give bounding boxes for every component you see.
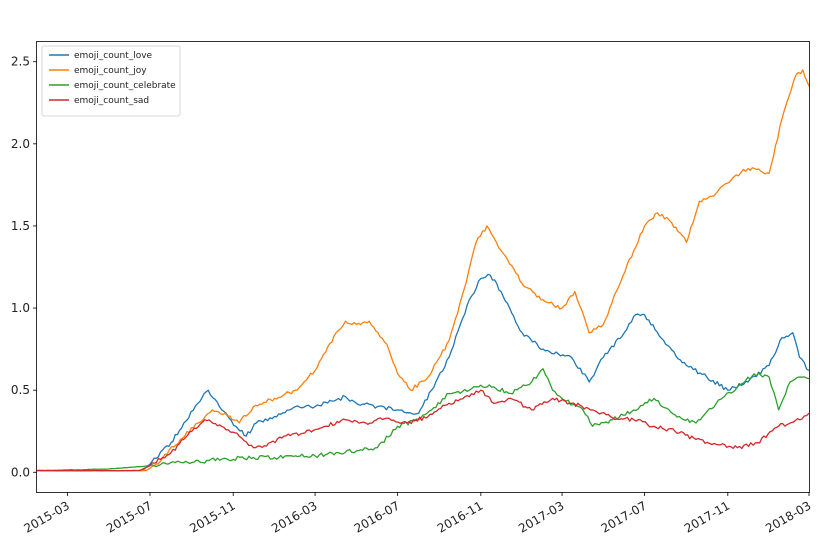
y-tick-label: 2.5	[11, 55, 30, 69]
legend-label: emoji_count_love	[74, 51, 153, 61]
x-tick-label: 2015-11	[187, 498, 237, 535]
y-tick-label: 2.0	[11, 137, 30, 151]
legend-box	[41, 45, 181, 117]
y-tick-label: 0.5	[11, 383, 30, 397]
axes-frame	[36, 41, 810, 493]
x-tick-label: 2015-03	[22, 498, 72, 535]
legend-label: emoji_count_joy	[74, 66, 147, 76]
legend-label: emoji_count_sad	[74, 96, 149, 106]
y-tick-label: 0.0	[11, 465, 30, 479]
x-tick-label: 2016-03	[269, 498, 319, 535]
series-line-emoji-count-love	[36, 273, 810, 472]
series-line-emoji-count-sad	[36, 389, 810, 472]
y-tick-label: 1.0	[11, 301, 30, 315]
x-tick-label: 2016-11	[435, 498, 485, 535]
x-tick-label: 2018-03	[763, 498, 813, 535]
x-tick-label: 2016-07	[352, 498, 402, 535]
legend-label: emoji_count_celebrate	[74, 81, 176, 91]
y-tick-label: 1.5	[11, 219, 30, 233]
x-tick-label: 2017-11	[682, 498, 732, 535]
x-tick-label: 2015-07	[104, 498, 154, 535]
x-tick-label: 2017-03	[516, 498, 566, 535]
legend: emoji_count_love emoji_count_joy emoji_cou…	[41, 45, 181, 117]
x-tick-label: 2017-07	[599, 498, 649, 535]
series-line-emoji-count-joy	[36, 69, 810, 472]
y-axis: 0.0 0.5 1.0 1.5 2.0 2.5	[11, 55, 37, 479]
plot-area	[36, 69, 810, 472]
x-axis: 2015-03 2015-07 2015-11 2016-03 2016-07 2016-…	[22, 492, 814, 536]
series-line-emoji-count-celebrate	[36, 368, 810, 472]
